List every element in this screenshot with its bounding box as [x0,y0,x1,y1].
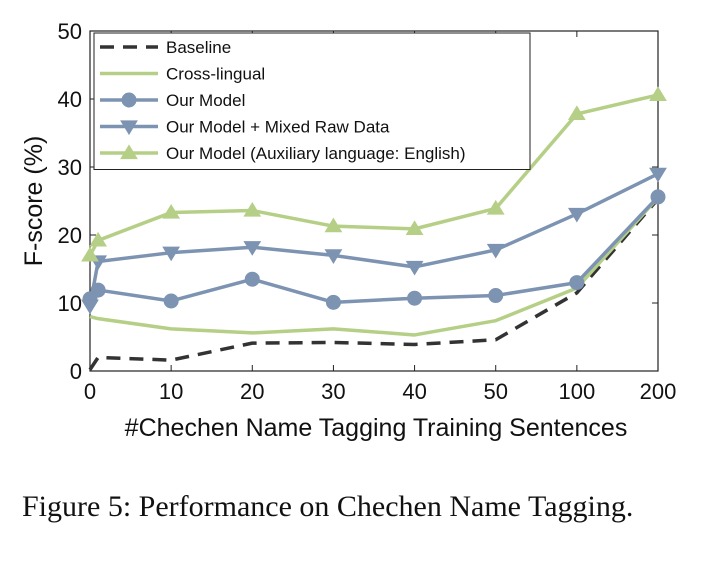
legend-label: Baseline [166,38,231,57]
legend-label: Our Model + Mixed Raw Data [166,118,390,137]
x-tick-label: 40 [402,379,426,404]
data-point-circle [325,294,341,310]
data-point-triangle-up [649,86,667,102]
legend-entry: Our Model (Auxiliary language: English) [100,144,466,163]
y-tick-label: 40 [58,87,82,112]
data-point-circle [488,288,504,304]
data-point-circle [163,293,179,309]
data-point-triangle-down [243,241,262,256]
axes: 0 10 20 30 40 50 0 10 20 30 40 50 100 200 [58,19,677,404]
data-point-triangle-up [120,144,138,160]
series-our-model-mixed-raw-data [81,167,667,315]
series-cross-lingual [89,196,660,337]
data-point-triangle-down [405,260,424,276]
legend-label: Our Model [166,91,245,110]
legend-entry: Baseline [100,38,231,57]
data-point-triangle-down [120,120,138,136]
x-tick-label: 100 [558,379,595,404]
data-point-triangle-down [81,299,99,315]
figure-caption: Figure 5: Performance on Chechen Name Ta… [22,490,634,523]
x-tick-label: 200 [640,379,677,404]
y-tick-label: 30 [58,155,82,180]
data-point-circle [121,92,137,108]
data-point-circle [407,290,423,306]
legend-label: Our Model (Auxiliary language: English) [166,144,466,163]
x-tick-label: 0 [84,379,96,404]
x-tick-label: 30 [321,379,345,404]
legend-box [93,32,531,170]
chart: 0 10 20 30 40 50 0 10 20 30 40 50 100 200 Baseline Cro… [20,19,677,442]
y-tick-label: 0 [70,359,82,384]
data-point-circle [650,189,666,205]
series-our-model [82,189,666,310]
data-point-triangle-down [324,249,343,264]
legend-label: Cross-lingual [166,65,265,84]
data-point-circle [244,271,260,287]
data-point-triangle-up [405,220,424,235]
data-point-triangle-down [162,246,181,262]
x-tick-label: 50 [483,379,507,404]
series-line [89,196,660,337]
data-point-triangle-up [324,217,343,233]
data-point-triangle-up [567,105,586,121]
series-our-model-auxiliary-language-english [81,86,667,262]
x-tick-label: 10 [159,379,183,404]
data-point-triangle-up [162,203,181,219]
y-tick-label: 10 [58,291,82,316]
data-point-triangle-down [567,207,586,223]
x-tick-label: 20 [240,379,264,404]
legend-entry: Cross-lingual [100,65,265,84]
data-point-triangle-up [486,199,505,215]
legend-entry: Our Model + Mixed Raw Data [100,118,390,137]
x-axis-title: #Chechen Name Tagging Training Sentences [125,414,628,442]
series-layer [81,86,667,371]
legend-entry: Our Model [100,91,245,110]
y-tick-label: 50 [58,19,82,44]
data-point-circle [569,275,585,291]
chart-canvas: 0 10 20 30 40 50 0 10 20 30 40 50 100 200 Baseline Cro… [20,19,677,442]
data-point-triangle-up [243,201,262,217]
data-point-triangle-up [81,246,99,262]
y-axis-title: F-score (%) [20,136,48,267]
data-point-triangle-up [89,231,108,247]
y-tick-label: 20 [58,223,82,248]
data-point-triangle-down [649,167,667,183]
legend: Baseline Cross-lingual Our Model Our Model … [93,32,531,170]
data-point-triangle-down [486,243,505,259]
